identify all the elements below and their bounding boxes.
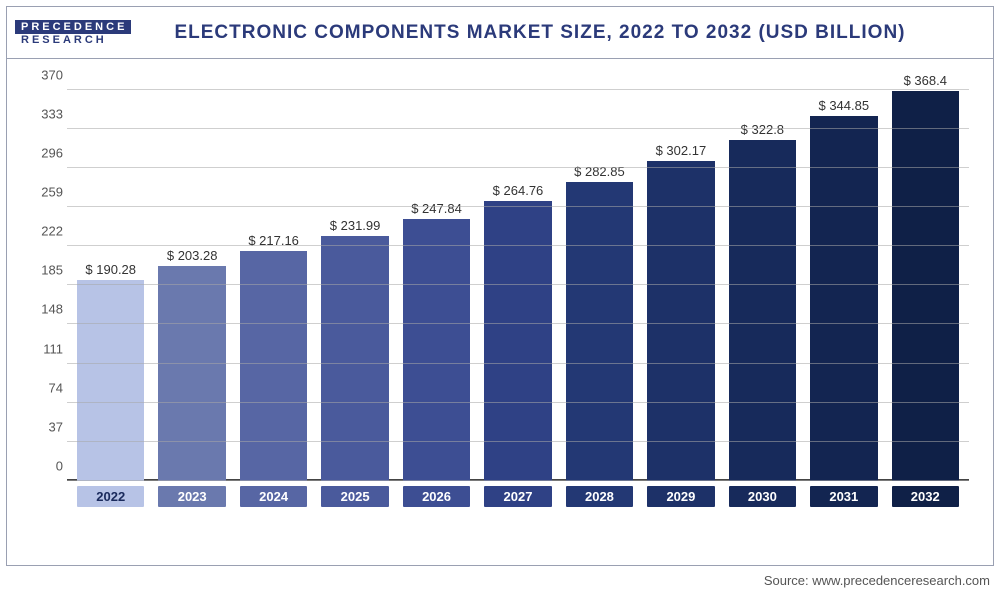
logo-line1: PRECEDENCE [15, 20, 131, 34]
bar-container: $ 190.28$ 203.28$ 217.16$ 231.99$ 247.84… [67, 79, 969, 481]
y-tick-label: 370 [23, 67, 63, 82]
bar [240, 251, 307, 481]
grid-line [67, 363, 969, 364]
bar [647, 161, 714, 481]
logo-line2: RESEARCH [15, 34, 139, 46]
x-category-label: 2029 [647, 486, 714, 507]
y-tick-label: 148 [23, 302, 63, 317]
grid-line [67, 206, 969, 207]
y-tick-label: 37 [23, 419, 63, 434]
bar [892, 91, 959, 481]
bar-slot: $ 302.17 [647, 79, 714, 481]
y-tick-label: 185 [23, 263, 63, 278]
bar-slot: $ 264.76 [484, 79, 551, 481]
chart-title: ELECTRONIC COMPONENTS MARKET SIZE, 2022 … [147, 22, 933, 44]
bar-slot: $ 203.28 [158, 79, 225, 481]
x-axis: 2022 2023 2024 2025 2026 2027 2028 2029 2030 2031… [67, 483, 969, 509]
bar [158, 266, 225, 481]
header: PRECEDENCE RESEARCH ELECTRONIC COMPONENT… [7, 7, 993, 59]
bar-slot: $ 282.85 [566, 79, 633, 481]
x-category-label: 2022 [77, 486, 144, 507]
y-tick-label: 333 [23, 106, 63, 121]
x-category-label: 2024 [240, 486, 307, 507]
grid-line [67, 167, 969, 168]
grid-line [67, 89, 969, 90]
grid-line [67, 284, 969, 285]
bar-slot: $ 322.8 [729, 79, 796, 481]
bar-slot: $ 231.99 [321, 79, 388, 481]
x-category-label: 2028 [566, 486, 633, 507]
x-category-label: 2030 [729, 486, 796, 507]
bar [810, 116, 877, 481]
bar-slot: $ 217.16 [240, 79, 307, 481]
bar-slot: $ 247.84 [403, 79, 470, 481]
bar-value-label: $ 368.4 [885, 73, 966, 88]
y-tick-label: 111 [23, 341, 63, 356]
bar-value-label: $ 231.99 [315, 218, 396, 233]
y-tick-label: 0 [23, 459, 63, 474]
x-category-label: 2026 [403, 486, 470, 507]
bar-value-label: $ 344.85 [803, 98, 884, 113]
bar [484, 201, 551, 481]
bar-value-label: $ 190.28 [70, 262, 151, 277]
x-category-label: 2031 [810, 486, 877, 507]
bar [729, 140, 796, 481]
bar [566, 182, 633, 481]
grid-line [67, 402, 969, 403]
grid-line [67, 245, 969, 246]
bar [321, 236, 388, 481]
bar-slot: $ 190.28 [77, 79, 144, 481]
grid-line [67, 323, 969, 324]
grid-line [67, 128, 969, 129]
chart-area: $ 190.28$ 203.28$ 217.16$ 231.99$ 247.84… [67, 79, 969, 509]
bar-slot: $ 344.85 [810, 79, 877, 481]
chart-frame: PRECEDENCE RESEARCH ELECTRONIC COMPONENT… [6, 6, 994, 566]
bar-value-label: $ 247.84 [396, 201, 477, 216]
y-tick-label: 74 [23, 380, 63, 395]
grid-line [67, 441, 969, 442]
y-tick-label: 222 [23, 224, 63, 239]
bar-slot: $ 368.4 [892, 79, 959, 481]
grid-line [67, 480, 969, 481]
source-text: Source: www.precedenceresearch.com [764, 573, 990, 588]
bar-value-label: $ 203.28 [152, 248, 233, 263]
x-category-label: 2025 [321, 486, 388, 507]
bar-value-label: $ 264.76 [478, 183, 559, 198]
bar-value-label: $ 322.8 [722, 122, 803, 137]
x-category-label: 2027 [484, 486, 551, 507]
x-category-label: 2032 [892, 486, 959, 507]
bar-value-label: $ 302.17 [640, 143, 721, 158]
x-category-label: 2023 [158, 486, 225, 507]
y-tick-label: 296 [23, 145, 63, 160]
y-tick-label: 259 [23, 185, 63, 200]
logo: PRECEDENCE RESEARCH [7, 16, 147, 50]
bar [77, 280, 144, 481]
plot-region: $ 190.28$ 203.28$ 217.16$ 231.99$ 247.84… [67, 79, 969, 481]
